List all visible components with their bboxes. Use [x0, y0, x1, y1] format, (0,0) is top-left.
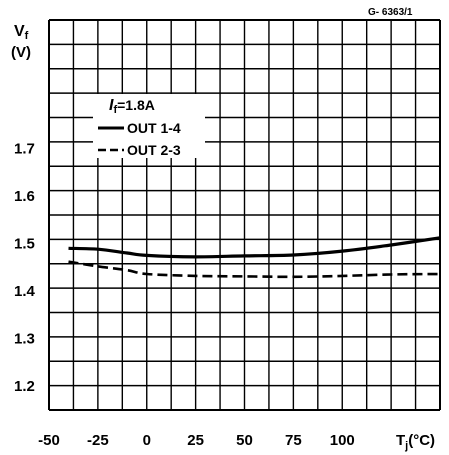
- legend-background: [93, 94, 205, 158]
- data-curves: [68, 236, 441, 279]
- series-line-out-1-4: [68, 236, 441, 259]
- y-tick-label: 1.5: [14, 236, 35, 253]
- x-tick-label: 50: [236, 432, 253, 449]
- y-axis-unit: (V): [11, 44, 31, 61]
- x-tick-label: 75: [285, 432, 302, 449]
- x-tick-labels: -50 -25 0 25 50 75 100: [38, 432, 355, 449]
- x-tick-label: 100: [330, 432, 355, 449]
- x-axis-label: Tj(°C): [396, 432, 435, 452]
- x-tick-label: -50: [38, 432, 60, 449]
- y-tick-label: 1.6: [14, 188, 35, 205]
- x-tick-label: 0: [143, 432, 151, 449]
- y-tick-label: 1.4: [14, 283, 36, 300]
- legend-label-out-1-4: OUT 1-4: [127, 120, 181, 136]
- x-tick-label: 25: [187, 432, 204, 449]
- legend: If=1.8A OUT 1-4 OUT 2-3: [98, 97, 181, 158]
- legend-label-out-2-3: OUT 2-3: [127, 142, 181, 158]
- figure-code: G- 6363/1: [368, 7, 413, 18]
- y-axis-label: Vf: [14, 23, 29, 42]
- y-tick-label: 1.2: [14, 378, 35, 395]
- series-line-out-2-3: [68, 260, 441, 279]
- x-tick-label: -25: [87, 432, 109, 449]
- y-tick-label: 1.3: [14, 331, 35, 348]
- legend-condition: If=1.8A: [109, 97, 155, 116]
- grid: [48, 19, 441, 411]
- y-tick-label: 1.7: [14, 140, 35, 157]
- y-tick-labels: 1.2 1.3 1.4 1.5 1.6 1.7: [14, 140, 36, 395]
